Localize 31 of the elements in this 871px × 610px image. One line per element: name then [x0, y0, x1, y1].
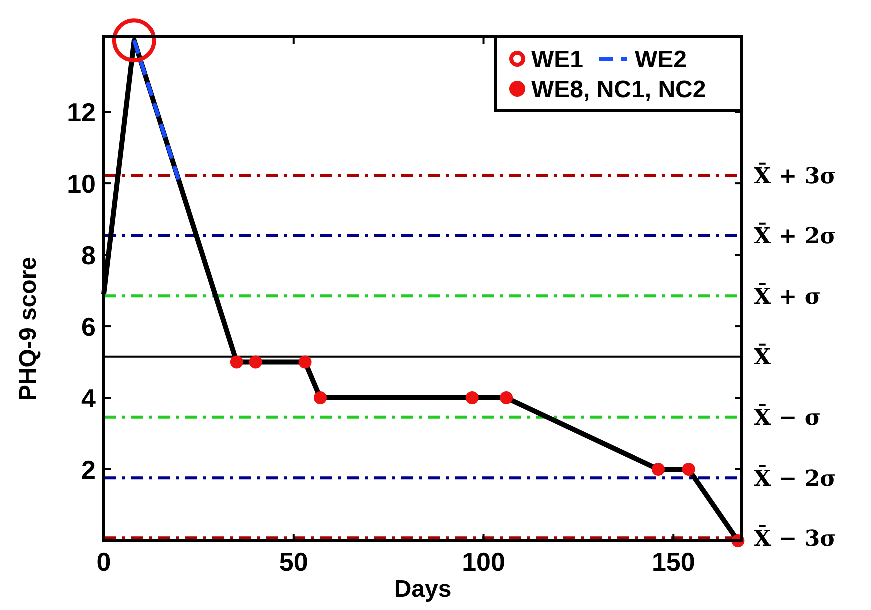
y-tick-label: 6 [82, 312, 96, 342]
point [682, 463, 696, 476]
legend-label: WE2 [635, 46, 688, 74]
ref-line-label: X̄ − 2σ [754, 464, 836, 492]
y-axis-title: PHQ-9 score [15, 256, 42, 402]
ref-line-label: X̄ + 2σ [754, 222, 836, 250]
legend-label: WE1 [532, 46, 584, 74]
point [500, 392, 514, 405]
x-axis-title: Days [394, 576, 452, 603]
x-tick-label: 150 [652, 547, 696, 577]
ref-line-label: X̄ + σ [754, 282, 822, 310]
point [466, 392, 479, 405]
point [230, 356, 244, 369]
x-tick-label: 50 [279, 547, 308, 577]
point [249, 356, 262, 369]
y-tick-label: 12 [67, 97, 96, 128]
ref-line-label: X̄ − 3σ [754, 524, 836, 552]
ref-line-label: X̄ + 3σ [754, 162, 836, 190]
point [298, 356, 312, 369]
point [652, 463, 665, 476]
y-tick-label: 8 [82, 240, 96, 270]
x-tick-label: 100 [462, 547, 506, 577]
y-tick-label: 4 [82, 383, 97, 414]
ref-line-label: X̄ [754, 344, 772, 371]
x-tick-label: 0 [96, 547, 112, 577]
y-tick-label: 10 [67, 168, 96, 199]
ref-line-label: X̄ − σ [754, 404, 822, 432]
legend-label: WE8, NC1, NC2 [532, 76, 706, 104]
y-tick-label: 2 [82, 454, 96, 485]
point [112, 18, 156, 63]
point [314, 392, 327, 405]
